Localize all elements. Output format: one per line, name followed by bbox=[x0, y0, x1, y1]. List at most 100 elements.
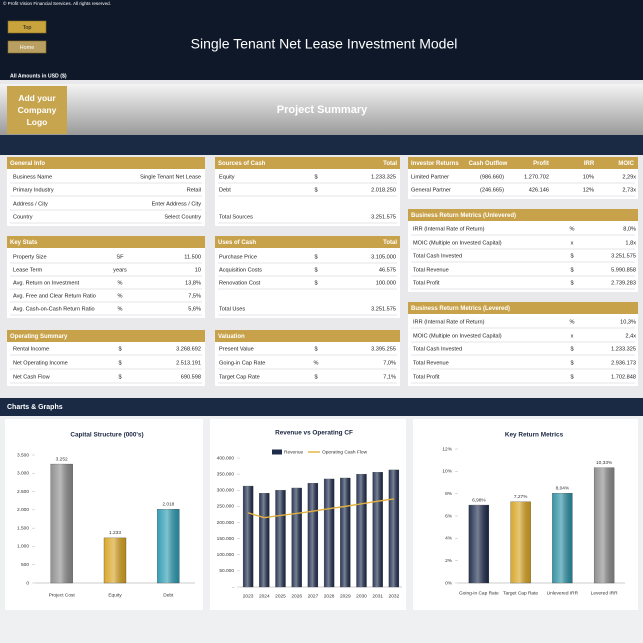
row-value: 3.105.000 bbox=[371, 254, 396, 260]
top-button[interactable] bbox=[7, 20, 47, 34]
panel-header-text: Profit bbox=[533, 161, 549, 167]
y-tick-label: 0 bbox=[26, 580, 29, 586]
row-value: % bbox=[118, 280, 123, 286]
panel-header-text: Cash Outflow bbox=[469, 161, 508, 167]
row-value: Enter Address / City bbox=[152, 201, 202, 207]
x-tick-label: 2027 bbox=[308, 593, 319, 599]
bar-shine bbox=[356, 474, 367, 587]
row-value: (986.660) bbox=[480, 174, 504, 180]
x-tick-label: Equity bbox=[108, 592, 122, 598]
panel-header-text: Operating Summary bbox=[10, 334, 68, 340]
home-button[interactable] bbox=[7, 40, 47, 54]
navy-band bbox=[0, 135, 643, 155]
row-label: Avg. Free and Clear Return Ratio bbox=[13, 293, 96, 299]
x-tick-label: 2024 bbox=[259, 593, 270, 599]
bar-shine bbox=[243, 486, 254, 587]
x-tick-label: Target Cap Rate bbox=[503, 590, 538, 596]
row-label: IRR (Internal Rate of Return) bbox=[413, 319, 485, 325]
panel-header-text: Total bbox=[383, 240, 397, 246]
chart-title: Capital Structure (000's) bbox=[70, 432, 143, 439]
row-label: Purchase Price bbox=[219, 254, 257, 260]
row-value: 1,8x bbox=[625, 240, 636, 246]
row-label: Country bbox=[13, 214, 33, 220]
row-value: years bbox=[113, 267, 127, 273]
row-value: x bbox=[571, 333, 574, 339]
y-tick-label: 8% bbox=[445, 491, 453, 497]
row-value: % bbox=[570, 319, 575, 325]
logo-text: Add your Company Logo bbox=[17, 93, 57, 127]
bar-shine bbox=[157, 509, 180, 583]
value-label: 7,27% bbox=[514, 494, 528, 500]
chart-title: Revenue vs Operating CF bbox=[275, 430, 353, 437]
currency-note: All Amounts in USD ($) bbox=[10, 73, 67, 79]
bar-shine bbox=[324, 478, 335, 587]
value-label: 8,04% bbox=[556, 485, 570, 491]
row-value: $ bbox=[314, 280, 318, 286]
row-label: Net Operating Income bbox=[13, 360, 68, 366]
row-value: % bbox=[570, 226, 575, 232]
y-tick-label: 1.000 bbox=[17, 544, 29, 550]
row-value: % bbox=[314, 360, 319, 366]
x-tick-label: 2028 bbox=[324, 593, 335, 599]
charts-heading: Charts & Graphs bbox=[7, 404, 63, 411]
logo-wrap: Add your Company Logo bbox=[17, 93, 57, 127]
bar-shine bbox=[594, 467, 615, 583]
top-button-label[interactable]: Top bbox=[23, 25, 32, 31]
y-tick-label: 300.000 bbox=[217, 488, 235, 494]
row-value: 1.270.702 bbox=[524, 174, 549, 180]
y-tick-label: 50.000 bbox=[219, 568, 234, 574]
row-value: 11.500 bbox=[184, 254, 201, 260]
x-tick-label: 2030 bbox=[356, 593, 367, 599]
row-value: 1.233.325 bbox=[611, 346, 636, 352]
row-label: Total Revenue bbox=[413, 267, 449, 273]
row-label: Address / City bbox=[13, 201, 48, 207]
x-tick-label: Levered IRR bbox=[591, 590, 618, 596]
y-tick-label: 6% bbox=[445, 513, 453, 519]
y-tick-label: 2% bbox=[445, 558, 453, 564]
charts-band bbox=[0, 398, 643, 416]
y-tick-label: 100.000 bbox=[217, 552, 235, 558]
value-label: 2.018 bbox=[162, 501, 174, 507]
legend-swatch bbox=[272, 449, 282, 455]
row-value: 7,1% bbox=[383, 374, 396, 380]
row-value: 1.233.325 bbox=[371, 174, 396, 180]
panel-header-text: Sources of Cash bbox=[218, 161, 266, 167]
row-value: $ bbox=[570, 346, 574, 352]
row-value: $ bbox=[314, 254, 318, 260]
y-tick-label: 12% bbox=[442, 446, 452, 452]
row-value: % bbox=[118, 293, 123, 299]
row-value: $ bbox=[118, 374, 122, 380]
home-button-label[interactable]: Home bbox=[20, 45, 35, 51]
row-value: $ bbox=[570, 360, 574, 366]
row-value: Select Country bbox=[164, 214, 201, 220]
panel-header-text: Investor Returns bbox=[411, 161, 459, 167]
banner-title: Project Summary bbox=[277, 104, 368, 116]
y-tick-label: 200.000 bbox=[217, 520, 235, 526]
row-value: x bbox=[571, 240, 574, 246]
y-tick-label: 400.000 bbox=[217, 455, 235, 461]
row-label: General Partner bbox=[411, 187, 451, 193]
row-value: $ bbox=[570, 267, 574, 273]
x-tick-label: Going-in Cap Rate bbox=[459, 590, 499, 596]
x-tick-label: 2029 bbox=[340, 593, 351, 599]
panel-header-text: Uses of Cash bbox=[218, 240, 256, 246]
y-tick-label: 4% bbox=[445, 536, 453, 542]
panel bbox=[408, 302, 638, 386]
total-value: 3.251.575 bbox=[371, 306, 396, 312]
row-value: 7,5% bbox=[188, 293, 201, 299]
row-label: Lease Term bbox=[13, 267, 42, 273]
panel-header-text: MOIC bbox=[618, 161, 634, 167]
row-value: Retail bbox=[187, 187, 201, 193]
x-tick-label: 2026 bbox=[291, 593, 302, 599]
bar-shine bbox=[259, 493, 270, 587]
row-label: Business Name bbox=[13, 174, 52, 180]
row-label: Renovation Cost bbox=[219, 280, 261, 286]
panel-header bbox=[408, 209, 638, 221]
y-tick-label: 2.500 bbox=[17, 489, 29, 495]
row-value: 12% bbox=[583, 187, 594, 193]
panel-header bbox=[215, 157, 400, 169]
value-label: 1.233 bbox=[109, 530, 121, 536]
y-tick-label: 500 bbox=[21, 562, 29, 568]
x-tick-label: Unlevered IRR bbox=[547, 590, 579, 596]
bar-shine bbox=[307, 483, 318, 587]
